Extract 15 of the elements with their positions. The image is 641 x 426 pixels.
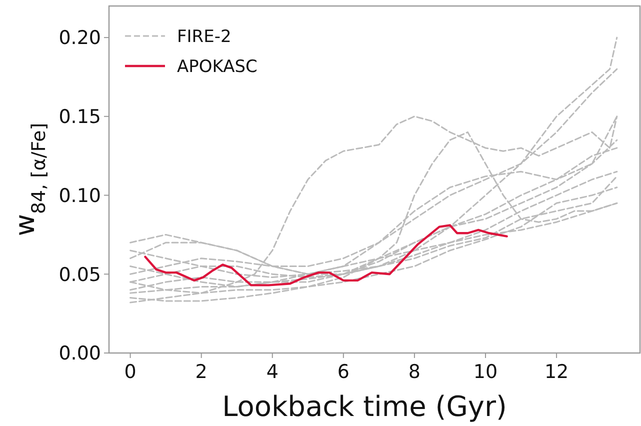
y-tick-label: 0.05	[58, 264, 101, 286]
legend-label: FIRE-2	[177, 26, 232, 47]
y-tick-label: 0.10	[58, 184, 101, 207]
x-tick-label: 4	[266, 361, 278, 383]
x-axis-title: Lookback time (Gyr)	[222, 390, 507, 423]
y-tick-label: 0.00	[58, 342, 101, 365]
legend-label: APOKASC	[177, 56, 258, 77]
y-tick-label: 0.20	[58, 27, 101, 50]
x-tick-label: 8	[408, 361, 421, 383]
x-tick-label: 10	[473, 361, 498, 383]
x-tick-label: 12	[544, 361, 569, 383]
x-tick-label: 0	[124, 361, 136, 383]
x-tick-label: 2	[195, 361, 208, 383]
x-tick-label: 6	[337, 361, 350, 383]
y-tick-label: 0.15	[58, 106, 101, 128]
